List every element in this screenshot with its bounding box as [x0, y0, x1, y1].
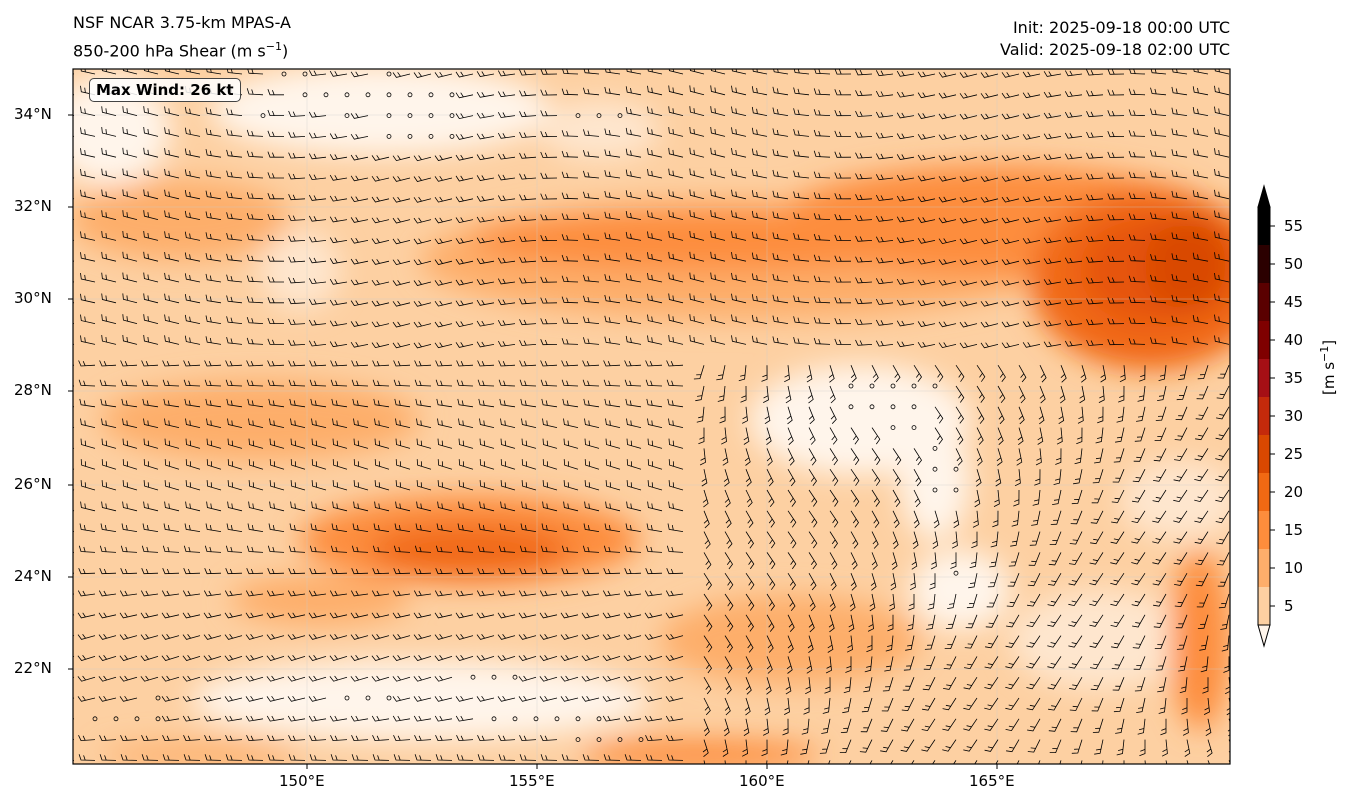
- colorbar: [1257, 184, 1275, 648]
- shear-fill: [73, 69, 1230, 764]
- colorbar-tick-label: 25: [1284, 445, 1304, 463]
- lat-tick-label: 34°N: [14, 105, 52, 123]
- colorbar-tick-label: 15: [1284, 521, 1304, 539]
- colorbar-tick-label: 5: [1284, 597, 1294, 615]
- colorbar-unit-close: ]: [1320, 339, 1338, 346]
- colorbar-unit-label: [m s−1]: [1318, 340, 1338, 395]
- init-time: Init: 2025-09-18 00:00 UTC: [1012, 18, 1230, 37]
- lat-tick-label: 30°N: [14, 289, 52, 307]
- axis-ticks: [68, 114, 998, 769]
- graticule: [73, 69, 1230, 764]
- colorbar-tick-label: 50: [1284, 255, 1304, 273]
- colorbar-unit-exp: −1: [1318, 345, 1331, 362]
- lat-tick-label: 24°N: [14, 567, 52, 585]
- field-title-exp: −1: [265, 40, 282, 53]
- colorbar-tick-label: 55: [1284, 217, 1304, 235]
- field-title: 850-200 hPa Shear (m s−1): [73, 37, 288, 61]
- lon-tick-label: 150°E: [279, 772, 325, 790]
- lat-tick-label: 32°N: [14, 197, 52, 215]
- model-title: NSF NCAR 3.75-km MPAS-A: [73, 13, 291, 32]
- field-title-close: ): [281, 41, 289, 61]
- colorbar-tick-label: 45: [1284, 293, 1304, 311]
- valid-time: Valid: 2025-09-18 02:00 UTC: [999, 40, 1230, 59]
- colorbar-tick-label: 40: [1284, 331, 1304, 349]
- field-title-text: 850-200 hPa Shear (m s: [73, 41, 266, 61]
- lat-tick-label: 28°N: [14, 381, 52, 399]
- colorbar-unit-text: [m s: [1320, 361, 1338, 395]
- lat-tick-label: 26°N: [14, 475, 52, 493]
- map-frame: [72, 68, 1231, 765]
- colorbar-tick-label: 30: [1284, 407, 1304, 425]
- lon-tick-label: 160°E: [739, 772, 785, 790]
- colorbar-tick-label: 20: [1284, 483, 1304, 501]
- lon-tick-label: 165°E: [969, 772, 1015, 790]
- colorbar-tick-label: 10: [1284, 559, 1304, 577]
- lat-tick-label: 22°N: [14, 659, 52, 677]
- lon-tick-label: 155°E: [509, 772, 555, 790]
- max-wind-box: Max Wind: 26 kt: [89, 78, 241, 102]
- colorbar-tick-label: 35: [1284, 369, 1304, 387]
